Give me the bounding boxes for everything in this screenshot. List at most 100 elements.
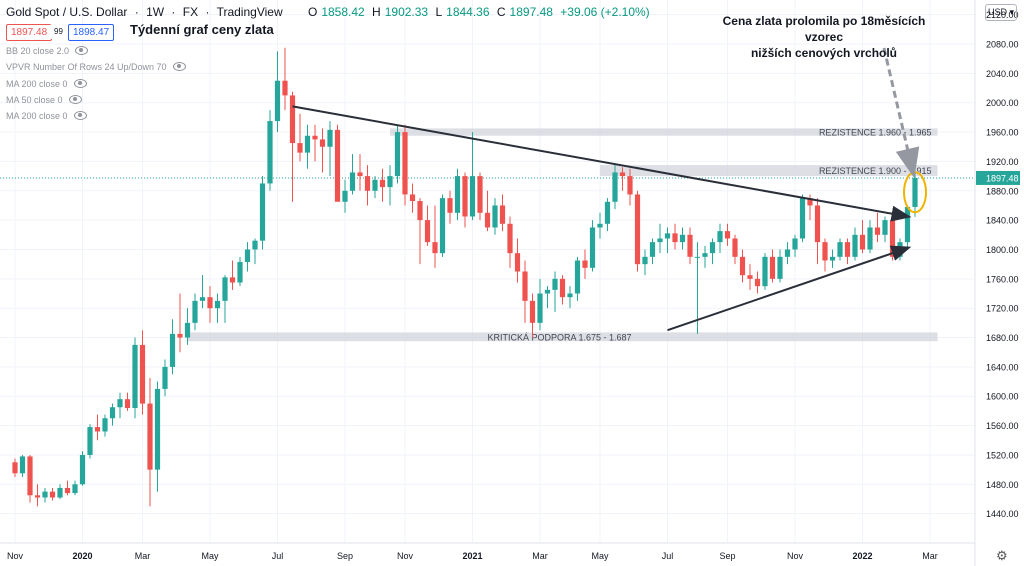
candle-down [289, 95, 296, 144]
x-tick-label: May [201, 551, 219, 561]
candle-up [274, 80, 281, 122]
candle-down [34, 495, 41, 498]
candle-down [687, 234, 693, 257]
candle-up [597, 223, 603, 228]
zone-band [390, 128, 938, 136]
y-tick-label: 1680.00 [986, 333, 1019, 343]
candle-down [627, 176, 633, 195]
buy-price-button[interactable]: 1898.47 [68, 24, 115, 41]
y-tick-label: 1520.00 [986, 450, 1019, 460]
candle-down [49, 491, 56, 498]
chart-subtitle: Týdenní graf ceny zlata [130, 22, 274, 37]
currency-selector[interactable]: USD ▾ [985, 4, 1017, 21]
y-tick-label: 1600.00 [986, 392, 1019, 402]
trendline [292, 105, 912, 222]
change-value: +39.06 (+2.10%) [560, 5, 650, 19]
close-label: C [496, 5, 506, 19]
candle-up [567, 293, 573, 298]
candle-down [507, 223, 513, 254]
candle-down [859, 234, 866, 250]
candle-up [912, 177, 918, 207]
indicator-ma200-b[interactable]: MA 200 close 0 [6, 110, 87, 121]
candle-down [379, 179, 386, 188]
indicator-label: MA 50 close 0 [6, 95, 63, 105]
y-tick-label: 2040.00 [986, 69, 1019, 79]
candle-up [574, 260, 581, 294]
candle-up [702, 253, 708, 257]
high-value: 1902.33 [384, 5, 429, 19]
chart-header: Gold Spot / U.S. Dollar · 1W · FX · Trad… [6, 5, 650, 19]
candle-down [282, 80, 288, 96]
candle-up [717, 231, 723, 243]
indicator-ma50[interactable]: MA 50 close 0 [6, 94, 82, 105]
indicator-vpvr[interactable]: VPVR Number Of Rows 24 Up/Down 70 [6, 61, 186, 72]
y-tick-label: 1720.00 [986, 304, 1019, 314]
candle-down [124, 399, 131, 408]
candle-down [529, 300, 536, 323]
candle-down [297, 143, 303, 153]
candle-down [874, 227, 881, 235]
x-tick-label: 2022 [852, 551, 872, 561]
candle-up [852, 234, 858, 257]
x-tick-label: Sep [719, 551, 735, 561]
candle-down [634, 194, 641, 265]
candle-up [154, 388, 161, 470]
y-tick-label: 1480.00 [986, 480, 1019, 490]
eye-icon[interactable] [75, 46, 89, 55]
high-label: H [372, 5, 381, 19]
candle-up [372, 179, 378, 191]
candle-up [589, 227, 596, 268]
candle-up [162, 366, 168, 389]
candle-down [207, 297, 213, 309]
candle-down [499, 205, 506, 224]
candle-down [177, 333, 183, 338]
last-price-label: 1897.48 [986, 173, 1019, 183]
candle-down [94, 427, 101, 432]
candle-down [12, 462, 18, 474]
x-tick-label: Nov [397, 551, 414, 561]
eye-icon[interactable] [68, 95, 82, 104]
exchange-label: FX [182, 5, 199, 19]
candle-down [417, 201, 423, 221]
candle-down [739, 256, 746, 276]
candle-up [604, 201, 611, 224]
candle-up [709, 242, 716, 254]
candle-up [259, 183, 266, 241]
eye-icon[interactable] [172, 62, 186, 71]
indicator-ma200[interactable]: MA 200 close 0 [6, 78, 87, 89]
candle-down [334, 129, 341, 202]
candle-up [394, 132, 401, 177]
x-tick-label: Nov [787, 551, 804, 561]
eye-icon[interactable] [73, 79, 87, 88]
eye-icon[interactable] [73, 111, 87, 120]
last-price-tag [976, 170, 1020, 185]
indicator-bb[interactable]: BB 20 close 2.0 [6, 45, 89, 56]
x-tick-label: May [591, 551, 609, 561]
candle-up [867, 227, 873, 250]
x-tick-label: 2020 [72, 551, 92, 561]
annotation-line: Cena zlata prolomila po 18měsících vzore… [722, 14, 926, 44]
candle-up [102, 418, 108, 432]
open-value: 1858.42 [321, 5, 365, 19]
zone-band [600, 165, 938, 177]
candle-up [799, 198, 806, 239]
candle-up [837, 242, 843, 257]
x-tick-label: Mar [135, 551, 151, 561]
candle-down [822, 242, 828, 261]
y-tick-label: 1440.00 [986, 509, 1019, 519]
candle-up [387, 176, 393, 188]
candle-down [724, 231, 731, 239]
candle-up [777, 256, 783, 279]
candle-down [582, 260, 588, 268]
symbol-name[interactable]: Gold Spot / U.S. Dollar [6, 5, 128, 19]
gear-icon[interactable]: ⚙ [996, 548, 1008, 563]
candle-up [244, 249, 251, 262]
y-tick-label: 2000.00 [986, 98, 1019, 108]
candle-down [814, 205, 821, 243]
sell-price-button[interactable]: 1897.48 [6, 24, 53, 41]
interval-label[interactable]: 1W [146, 5, 165, 19]
candle-up [657, 238, 663, 243]
x-tick-label: Nov [7, 551, 24, 561]
candle-down [754, 278, 761, 287]
